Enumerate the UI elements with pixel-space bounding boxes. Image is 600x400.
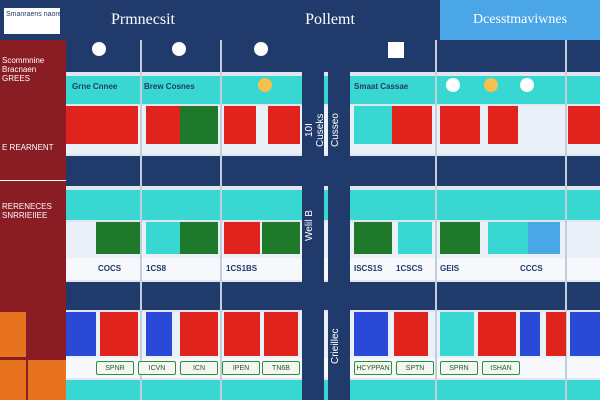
cell-block[interactable] (354, 222, 392, 254)
row4-pill[interactable]: TN6B (262, 361, 300, 375)
vertical-column-2 (328, 40, 350, 400)
cell-block[interactable] (66, 106, 138, 144)
row3-label: COCS (98, 264, 122, 273)
cell-block[interactable] (180, 222, 218, 254)
cell-block[interactable] (264, 312, 298, 356)
row4-pill[interactable]: ICVN (138, 361, 176, 375)
cell-block[interactable] (66, 312, 96, 356)
row3-label: GEIS (440, 264, 460, 273)
cell-block[interactable] (394, 312, 428, 356)
cell-block[interactable] (354, 312, 388, 356)
row4-pill[interactable]: ISHAN (482, 361, 520, 375)
sidebar-orange-block-3[interactable] (28, 360, 66, 400)
cell-block[interactable] (146, 222, 180, 254)
column-divider (435, 40, 437, 400)
row4-pill[interactable]: HCYPPAN (354, 361, 392, 375)
cell-block[interactable] (268, 106, 300, 144)
sidebar-divider (0, 180, 66, 181)
row3-label: ISCS1S (354, 264, 383, 273)
cell-block[interactable] (440, 312, 474, 356)
cell-block[interactable] (180, 106, 218, 144)
vertical-label-1: 10I Cuseks (304, 113, 326, 147)
cell-block[interactable] (546, 312, 566, 356)
row3-label: 1CSCS (396, 264, 423, 273)
cell-block[interactable] (398, 222, 432, 254)
cell-block[interactable] (354, 106, 392, 144)
row4-pill[interactable]: IPEN (222, 361, 260, 375)
row3-label: 1CS8 (146, 264, 167, 273)
cell-block[interactable] (440, 106, 480, 144)
sidebar-orange-block-2[interactable] (0, 360, 26, 400)
cell-block[interactable] (146, 106, 180, 144)
cell-block[interactable] (224, 106, 256, 144)
tab-pollemt[interactable]: Pollemt (225, 0, 435, 40)
bell-icon[interactable] (484, 78, 498, 92)
sidebar-section-2[interactable]: E REARNENT (2, 143, 54, 152)
row4-pill[interactable]: SPNR (96, 361, 134, 375)
cell-block[interactable] (520, 312, 540, 356)
row3-label: 1CS1BS (226, 264, 258, 273)
sidebar-section-1[interactable]: Scommnine Bracnaen GREES (2, 56, 45, 83)
bell-icon[interactable] (446, 78, 460, 92)
row4-pill[interactable]: ICN (180, 361, 218, 375)
vertical-label-3: Welil B (304, 210, 315, 242)
tab-dcesstmaviwnes[interactable]: Dcesstmaviwnes (440, 0, 600, 40)
column-divider (140, 40, 142, 400)
cell-block[interactable] (100, 312, 138, 356)
cell-block[interactable] (224, 312, 260, 356)
bell-icon[interactable] (520, 78, 534, 92)
vertical-label-2: Cusseo (330, 113, 341, 147)
cell-block[interactable] (478, 312, 516, 356)
cell-block[interactable] (570, 312, 600, 356)
row1-label-3: Smaat Cassae (354, 82, 409, 91)
cell-block[interactable] (96, 222, 140, 254)
sidebar-section-3[interactable]: RERENECES SNRRIEIIEE (2, 202, 52, 220)
cell-block[interactable] (440, 222, 480, 254)
cell-block[interactable] (568, 106, 600, 144)
alarm-icon[interactable] (172, 42, 186, 56)
cell-block[interactable] (488, 106, 518, 144)
column-divider (565, 40, 567, 400)
cell-block[interactable] (224, 222, 260, 254)
pin-icon[interactable] (388, 42, 404, 58)
row4-pill[interactable]: SPTN (396, 361, 434, 375)
app-label: Smanraens naorer (4, 8, 60, 34)
row1-label-1: Grne Cnnee (72, 82, 118, 91)
cell-block[interactable] (180, 312, 218, 356)
vertical-column-1 (302, 40, 324, 400)
vertical-label-4: Crieillec (330, 328, 341, 364)
row3-label: CCCS (520, 264, 543, 273)
row4-pill[interactable]: SPRN (440, 361, 478, 375)
sidebar-orange-block-1[interactable] (0, 312, 26, 357)
cell-block[interactable] (146, 312, 172, 356)
cell-block[interactable] (488, 222, 528, 254)
alarm-icon[interactable] (92, 42, 106, 56)
cell-block[interactable] (392, 106, 432, 144)
cell-block[interactable] (528, 222, 560, 254)
row1-label-2: Brew Cosnes (144, 82, 195, 91)
bell-icon[interactable] (258, 78, 272, 92)
column-divider (220, 40, 222, 400)
tab-prmnecsit[interactable]: Prmnecsit (68, 0, 218, 40)
cell-block[interactable] (262, 222, 300, 254)
alarm-icon[interactable] (254, 42, 268, 56)
